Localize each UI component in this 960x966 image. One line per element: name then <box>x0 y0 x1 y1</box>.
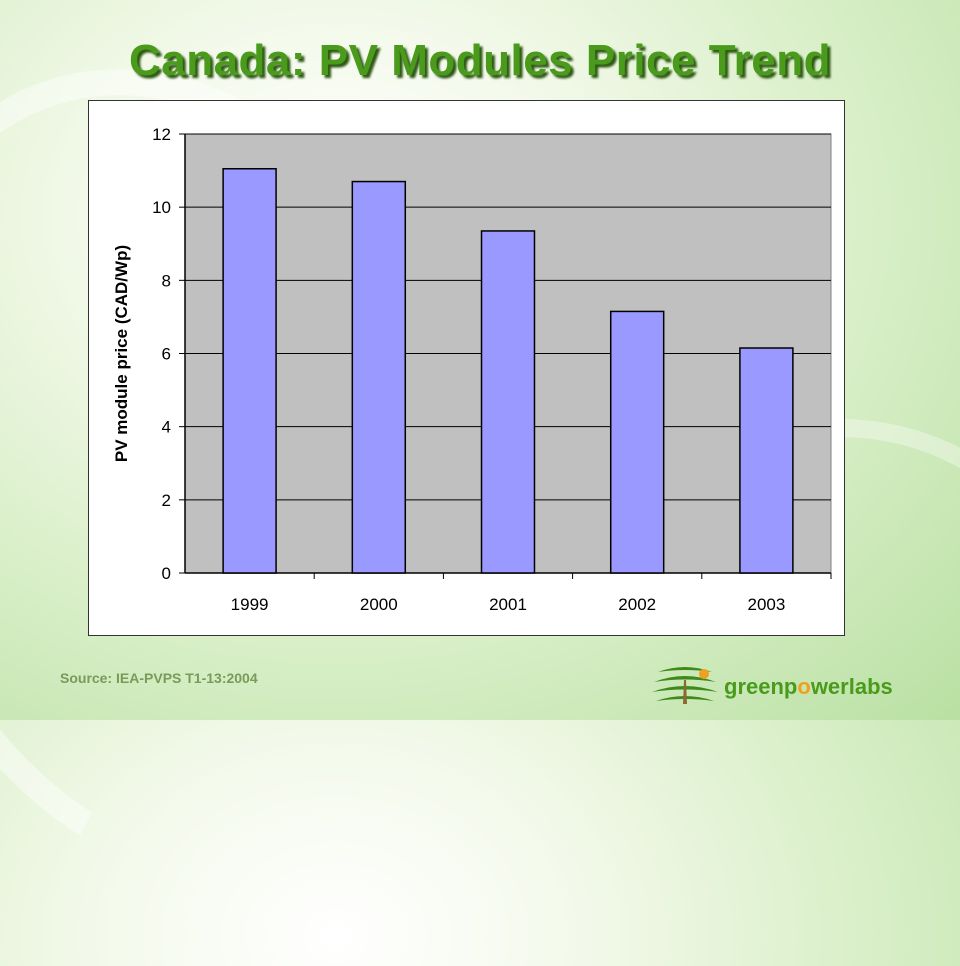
y-tick-label: 4 <box>162 418 171 437</box>
y-tick-label: 2 <box>162 491 171 510</box>
bar-2001 <box>480 230 536 574</box>
y-tick-label: 6 <box>162 345 171 364</box>
y-tick-label: 12 <box>152 125 171 144</box>
logo-text: greenpowerlabs <box>724 674 893 700</box>
bar-1999 <box>222 168 277 574</box>
greenpowerlabs-logo: greenpowerlabs <box>650 660 910 710</box>
logo-text-part: werlabs <box>810 674 893 699</box>
x-tick-label: 2002 <box>618 595 656 614</box>
source-note: Source: IEA-PVPS T1-13:2004 <box>60 670 258 686</box>
y-tick-label: 10 <box>152 198 171 217</box>
x-tick-label: 1999 <box>231 595 269 614</box>
x-tick-label: 2001 <box>489 595 527 614</box>
x-tick-label: 2003 <box>747 595 785 614</box>
page-title: Canada: PV Modules Price Trend <box>128 36 832 85</box>
bar-2000 <box>351 180 407 574</box>
bar-2003 <box>739 347 794 574</box>
y-tick-label: 8 <box>162 271 171 290</box>
bar-2002 <box>609 310 665 574</box>
y-axis-label: PV module price (CAD/Wp) <box>112 245 131 462</box>
x-tick-label: 2000 <box>360 595 398 614</box>
y-tick-label: 0 <box>162 564 171 583</box>
tree-logo-icon <box>652 667 718 704</box>
chart-svg: 0 2 4 6 8 10 12 1999 2000 2001 2002 2003 PV module … <box>112 125 832 614</box>
logo-text-o: o <box>797 674 811 699</box>
bar-chart: 0 2 4 6 8 10 12 1999 2000 2001 2002 2003 PV module … <box>88 100 845 636</box>
logo-text-part: greenp <box>724 674 798 699</box>
